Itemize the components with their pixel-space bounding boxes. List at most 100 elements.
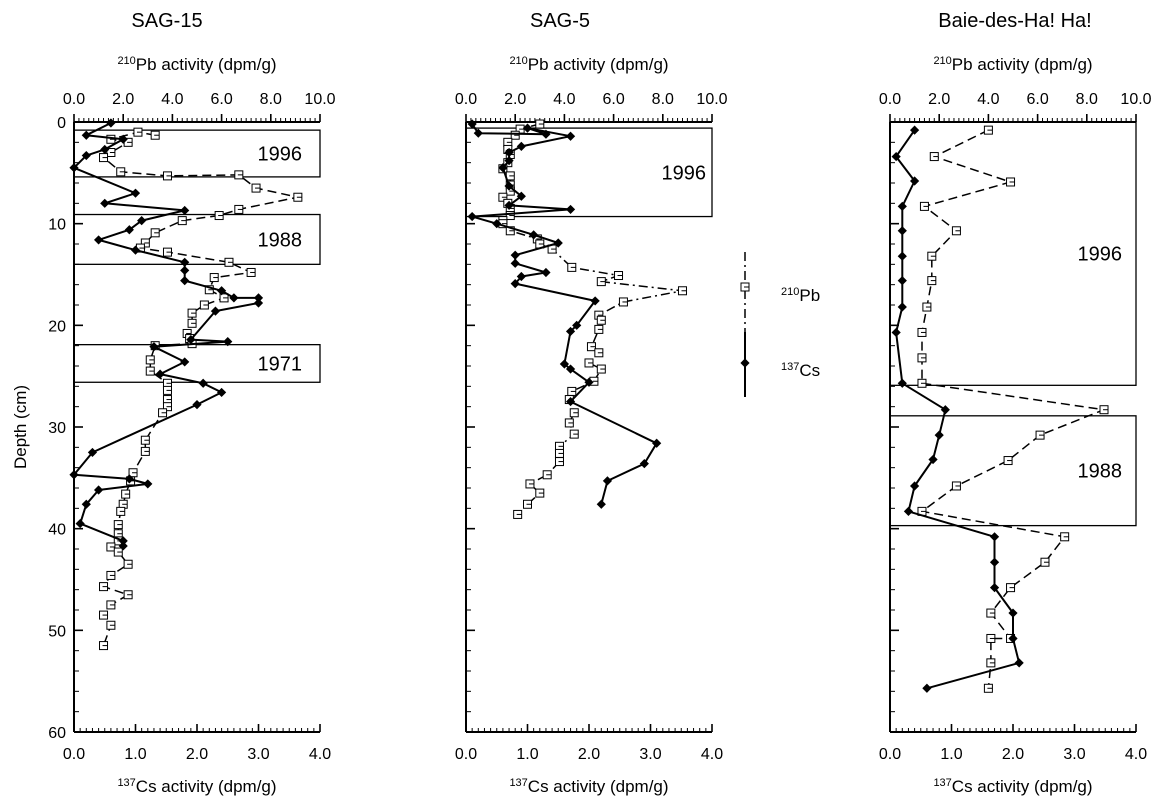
data-point bbox=[204, 285, 214, 295]
data-point bbox=[192, 400, 202, 410]
depth-tick-label: 10 bbox=[48, 217, 66, 234]
data-point bbox=[229, 293, 239, 303]
data-point bbox=[130, 245, 141, 255]
chart-title: SAG-15 bbox=[131, 10, 202, 32]
data-point bbox=[81, 499, 91, 509]
data-point bbox=[535, 119, 545, 129]
top-axis-label: 210Pb activity (dpm/g) bbox=[933, 55, 1092, 74]
data-point bbox=[69, 163, 79, 173]
top-tick-label: 6.0 bbox=[210, 91, 232, 108]
data-point bbox=[214, 211, 224, 221]
legend-label-text: Pb bbox=[799, 286, 820, 305]
data-point bbox=[187, 308, 197, 318]
bottom-tick-label: 3.0 bbox=[247, 746, 269, 763]
top-tick-label: 0.0 bbox=[455, 91, 477, 108]
data-point bbox=[498, 192, 508, 202]
data-point bbox=[492, 219, 502, 229]
top-tick-label: 8.0 bbox=[652, 91, 674, 108]
data-point bbox=[986, 608, 996, 618]
data-point bbox=[565, 364, 576, 374]
date-box-frame bbox=[73, 213, 321, 265]
data-point bbox=[180, 257, 190, 267]
data-point bbox=[251, 183, 261, 193]
data-point bbox=[516, 141, 526, 151]
data-point bbox=[516, 191, 526, 201]
data-point bbox=[910, 125, 920, 135]
data-point bbox=[910, 481, 920, 491]
data-point bbox=[504, 156, 514, 166]
data-point bbox=[186, 334, 196, 345]
data-point bbox=[928, 454, 938, 465]
data-point bbox=[162, 385, 172, 395]
data-point bbox=[922, 683, 932, 693]
bottom-axis-label-sup: 137 bbox=[117, 777, 135, 789]
data-point bbox=[162, 171, 172, 181]
data-point bbox=[234, 204, 244, 214]
date-box: 1971 bbox=[73, 343, 321, 383]
series-line bbox=[502, 123, 684, 515]
date-box-label: 1988 bbox=[258, 229, 303, 251]
legend-label: 137Cs bbox=[781, 361, 820, 380]
series-line bbox=[895, 129, 1021, 690]
data-point bbox=[253, 298, 264, 308]
data-point bbox=[1060, 532, 1070, 542]
legend-label-sup: 210 bbox=[781, 286, 799, 298]
date-box-frame bbox=[889, 415, 1137, 527]
bottom-axis-label: 137Cs activity (dpm/g) bbox=[509, 777, 668, 796]
bottom-tick-label: 3.0 bbox=[1063, 746, 1085, 763]
data-point bbox=[180, 265, 190, 276]
data-point bbox=[903, 506, 914, 516]
depth-tick-label: 20 bbox=[48, 318, 66, 335]
data-point bbox=[917, 327, 927, 337]
data-point bbox=[246, 267, 256, 277]
data-point bbox=[180, 276, 190, 286]
date-box-label: 1988 bbox=[1078, 461, 1123, 483]
data-point bbox=[567, 386, 577, 396]
data-point bbox=[219, 293, 229, 303]
bottom-tick-label: 2.0 bbox=[1002, 746, 1024, 763]
date-box-frame bbox=[73, 129, 321, 178]
data-point bbox=[143, 479, 153, 489]
date-box-frame bbox=[465, 127, 713, 218]
series-line bbox=[471, 123, 658, 505]
data-point bbox=[986, 633, 996, 643]
data-point bbox=[590, 296, 600, 306]
chart-title: SAG-5 bbox=[530, 10, 590, 32]
data-point bbox=[124, 225, 134, 235]
legend-marker-cs bbox=[740, 358, 750, 368]
data-point bbox=[87, 447, 98, 458]
data-point bbox=[116, 167, 126, 177]
data-point bbox=[652, 438, 662, 448]
data-point bbox=[1008, 633, 1018, 644]
top-tick-label: 6.0 bbox=[602, 91, 624, 108]
bottom-axis-label: 137Cs activity (dpm/g) bbox=[117, 777, 276, 796]
bottom-tick-label: 0.0 bbox=[879, 746, 901, 763]
top-tick-label: 10.0 bbox=[304, 91, 335, 108]
data-point bbox=[106, 542, 116, 552]
data-point bbox=[565, 396, 576, 407]
data-point bbox=[897, 251, 907, 261]
legend-label: 210Pb bbox=[781, 286, 820, 305]
data-point bbox=[224, 257, 234, 267]
data-point bbox=[75, 518, 85, 529]
date-box: 1988 bbox=[73, 213, 321, 265]
series-137Cs bbox=[467, 119, 662, 509]
data-point bbox=[99, 582, 109, 592]
data-point bbox=[934, 430, 944, 440]
data-point bbox=[234, 170, 244, 180]
data-point bbox=[498, 163, 508, 173]
data-point bbox=[516, 271, 526, 282]
data-point bbox=[897, 276, 907, 286]
data-point bbox=[118, 541, 128, 551]
data-point bbox=[209, 273, 219, 283]
data-point bbox=[897, 226, 907, 236]
legend-label-text: Cs bbox=[799, 361, 820, 380]
top-tick-label: 4.0 bbox=[161, 91, 183, 108]
date-box: 1988 bbox=[889, 415, 1137, 527]
bottom-tick-label: 0.0 bbox=[455, 746, 477, 763]
data-point bbox=[910, 176, 920, 186]
bottom-tick-label: 0.0 bbox=[63, 746, 85, 763]
data-point bbox=[162, 247, 172, 257]
date-box-frame bbox=[889, 121, 1137, 386]
data-point bbox=[922, 302, 932, 312]
